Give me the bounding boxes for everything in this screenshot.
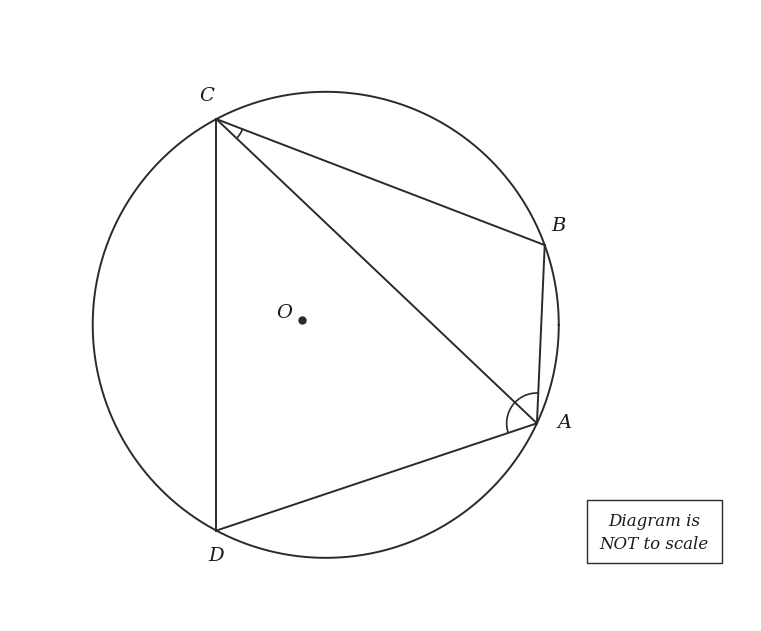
- Text: A: A: [558, 415, 572, 432]
- Text: NOT to scale: NOT to scale: [600, 536, 709, 553]
- Text: C: C: [199, 87, 215, 105]
- Text: O: O: [275, 304, 291, 322]
- Text: Diagram is: Diagram is: [608, 513, 700, 530]
- Bar: [587, 500, 722, 562]
- Text: B: B: [552, 218, 566, 235]
- Text: D: D: [209, 547, 224, 565]
